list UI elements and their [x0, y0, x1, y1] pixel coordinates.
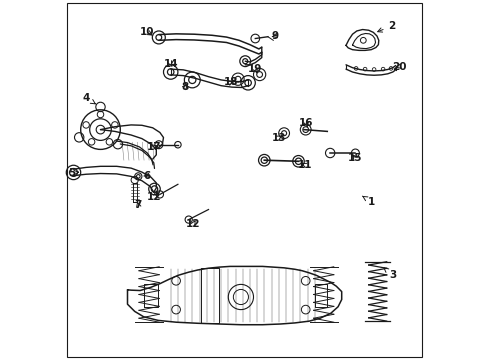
Text: 1: 1: [362, 196, 374, 207]
Text: 4: 4: [82, 93, 95, 104]
Text: 19: 19: [247, 64, 262, 74]
Text: 8: 8: [181, 82, 188, 92]
Text: 5: 5: [68, 168, 79, 178]
Text: 13: 13: [271, 132, 285, 143]
Text: 14: 14: [163, 59, 178, 69]
Text: 7: 7: [134, 200, 142, 210]
Text: 2: 2: [377, 21, 395, 32]
Text: 18: 18: [223, 77, 238, 87]
Text: 16: 16: [299, 118, 313, 128]
Text: 12: 12: [146, 192, 161, 202]
Text: 17: 17: [146, 142, 161, 152]
Text: 15: 15: [347, 153, 362, 163]
Text: 6: 6: [142, 171, 150, 181]
Text: 3: 3: [383, 268, 396, 280]
Text: 12: 12: [186, 219, 200, 229]
Text: 11: 11: [297, 160, 312, 170]
Text: 10: 10: [139, 27, 154, 37]
Text: 9: 9: [271, 31, 278, 41]
Text: 20: 20: [391, 62, 406, 72]
